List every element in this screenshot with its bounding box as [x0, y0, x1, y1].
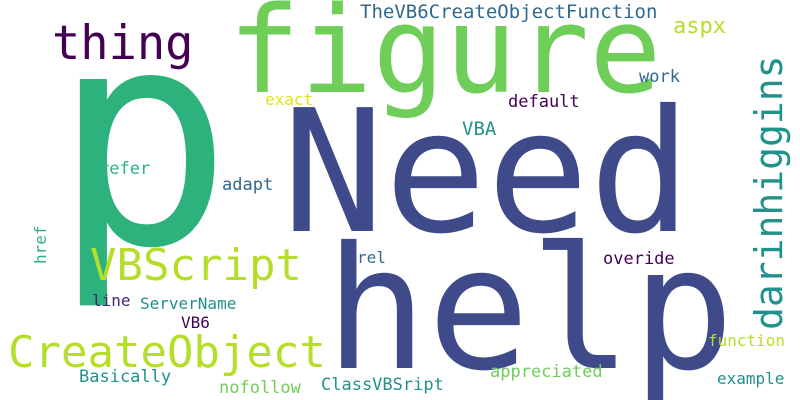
- word-figure: figure: [228, 0, 662, 121]
- word-line: line: [92, 291, 131, 310]
- word-default: default: [508, 92, 580, 112]
- word-createobject: CreateObject: [8, 327, 326, 378]
- word-help: help: [325, 211, 735, 400]
- word-appreciated: appreciated: [490, 362, 603, 382]
- word-thevb6createobjectfunction: TheVB6CreateObjectFunction: [360, 1, 658, 23]
- word-refer: refer: [99, 159, 151, 179]
- word-work: work: [639, 67, 680, 87]
- word-darinhiggins: darinhiggins: [747, 55, 791, 330]
- word-p: p: [52, 0, 233, 314]
- word-nofollow: nofollow: [219, 378, 301, 398]
- word-vba: VBA: [462, 118, 497, 140]
- word-rel: rel: [357, 248, 386, 267]
- word-need: Need: [282, 74, 692, 272]
- word-thing: thing: [52, 16, 194, 71]
- word-href: href: [31, 225, 50, 264]
- word-function: function: [708, 331, 786, 350]
- word-aspx: aspx: [673, 14, 726, 39]
- word-exact: exact: [265, 90, 314, 109]
- word-overide: overide: [603, 249, 675, 269]
- word-servername: ServerName: [140, 294, 237, 313]
- word-classvbsript: ClassVBSript: [321, 375, 444, 395]
- word-basically: Basically: [79, 367, 172, 387]
- word-adapt: adapt: [222, 175, 274, 195]
- word-example: example: [717, 369, 785, 388]
- word-vbscript: VBScript: [90, 240, 302, 291]
- word-vb6: VB6: [181, 313, 210, 332]
